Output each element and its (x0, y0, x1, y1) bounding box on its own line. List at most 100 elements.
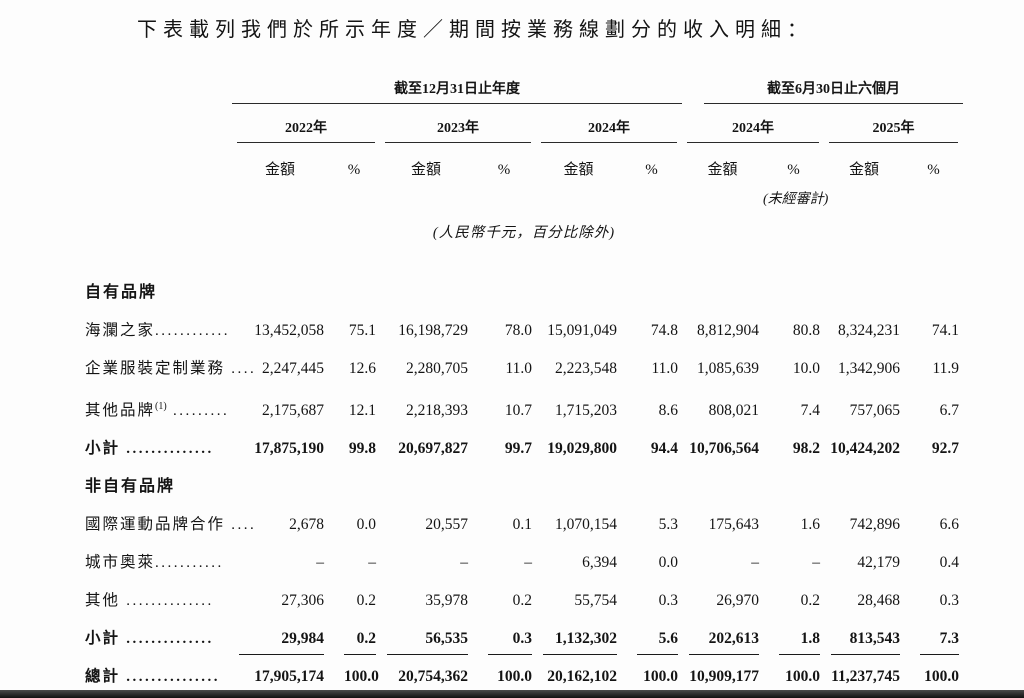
header-spacer (85, 78, 232, 104)
col-header-percent: % (927, 162, 940, 178)
cell-value: 55,754 (574, 592, 617, 610)
cell-value: 35,978 (425, 592, 468, 610)
cell-value: 7.3 (920, 629, 959, 656)
year-2024-interim: 2024年 (682, 104, 824, 143)
cell-value: 20,697,827 (398, 440, 468, 458)
cell-percent: 6.6 (904, 507, 963, 545)
page-title: 下表載列我們於所示年度／期間按業務線劃分的收入明細： (137, 19, 813, 41)
cell-percent: 12.1 (328, 389, 380, 431)
cell-percent: 10.7 (472, 389, 536, 431)
cell-amount: 27,306 (232, 583, 328, 621)
cell-percent: 11.0 (472, 351, 536, 389)
period-group-row: 截至12月31日止年度 截至6月30日止六個月 (85, 78, 963, 104)
cell-percent: 0.3 (904, 583, 963, 621)
cell-value: 0.3 (658, 592, 678, 610)
cell-amount: 813,543 (824, 621, 904, 656)
cell-value: 94.4 (650, 440, 678, 458)
cell-amount: 1,715,203 (536, 389, 621, 431)
cell-value: 813,543 (831, 629, 900, 656)
section-row: 非自有品牌 (85, 469, 963, 507)
cell-value: 78.0 (504, 322, 532, 339)
cell-percent: 8.6 (621, 389, 682, 431)
row-label: 城市奧萊........... (85, 545, 232, 583)
cell-value: 1,132,302 (543, 629, 617, 656)
dot-leader: ........... (155, 555, 224, 572)
cell-value: 6.6 (939, 516, 959, 534)
cell-amount: 1,342,906 (824, 351, 904, 389)
unit-note: (人民幣千元，百分比除外) (432, 225, 616, 241)
col-header-percent: % (497, 162, 511, 178)
cell-percent: 5.6 (621, 621, 682, 656)
cell-percent: 0.0 (328, 507, 380, 545)
cell-value: 11.0 (651, 360, 678, 377)
cell-amount: 6,394 (536, 545, 621, 583)
cell-amount: 757,065 (824, 389, 904, 431)
year-2024: 2024年 (536, 104, 682, 143)
year-2025-interim: 2025年 (824, 104, 963, 143)
cell-value: 29,984 (239, 629, 324, 656)
cell-percent: 11.0 (621, 351, 682, 389)
col-header-amount: 金額 (848, 162, 879, 178)
unit-note-row: (人民幣千元，百分比除外) (85, 208, 963, 242)
cell-amount: 55,754 (536, 583, 621, 621)
unaudited-note: (未經審計) (763, 192, 829, 207)
period-group-label: 截至6月30日止六個月 (704, 78, 963, 104)
period-group-annual: 截至12月31日止年度 (232, 78, 682, 104)
cell-amount: 808,021 (682, 389, 763, 431)
col-header-percent: % (787, 162, 800, 178)
col-header-percent: % (645, 162, 658, 178)
cell-amount: 1,085,639 (682, 351, 763, 389)
header-spacer (85, 104, 232, 143)
cell-value: 0.2 (356, 592, 376, 610)
dot-leader: .............. (120, 441, 214, 458)
cell-value: 99.8 (348, 440, 376, 458)
cell-value: 5.6 (637, 629, 678, 656)
cell-value: 0.4 (939, 554, 959, 572)
cell-percent: 0.2 (328, 621, 380, 656)
dot-leader: ......... (166, 403, 230, 420)
dot-leader: .... (225, 517, 257, 534)
cell-value: – (460, 554, 468, 572)
row-label-text: 小計 (85, 630, 121, 648)
cell-value: 8,812,904 (697, 322, 759, 339)
cell-value: 5.3 (658, 516, 678, 534)
bottom-cropped-strip (0, 690, 1024, 698)
cell-value: 99.7 (504, 440, 532, 458)
year-2023: 2023年 (380, 104, 536, 143)
cell-value: – (368, 554, 376, 572)
cell-value: – (751, 554, 759, 572)
row-label-text: 國際運動品牌合作 (85, 516, 226, 534)
cell-amount: 15,091,049 (536, 313, 621, 351)
revenue-breakdown-table: 截至12月31日止年度 截至6月30日止六個月 2022年 2023年 2024… (85, 78, 963, 696)
cell-amount: 28,468 (824, 583, 904, 621)
cell-amount: 20,697,827 (380, 431, 472, 469)
cell-value: 27,306 (281, 592, 324, 610)
row-label-text: 其他 (85, 592, 121, 610)
cell-value: 8.6 (658, 402, 678, 420)
dot-leader: ............... (120, 669, 221, 686)
cell-percent: – (763, 545, 824, 583)
cell-percent: 80.8 (763, 313, 824, 351)
subheader-row: 金額 % 金額 % 金額 % 金額 % 金額 % (85, 143, 963, 179)
col-header-amount: 金額 (264, 162, 295, 178)
year-2022: 2022年 (232, 104, 380, 143)
row-label-text: 總計 (85, 668, 121, 686)
document-page: 下表載列我們於所示年度／期間按業務線劃分的收入明細： 截至12月31日止年度 截… (0, 13, 1024, 696)
cell-amount: 1,070,154 (536, 507, 621, 545)
period-group-sixmonth: 截至6月30日止六個月 (682, 78, 963, 104)
row-label: 海瀾之家............ (85, 313, 232, 351)
cell-percent: 92.7 (904, 431, 963, 469)
cell-value: 11.0 (505, 360, 532, 377)
unaudited-row: (未經審計) (85, 179, 963, 208)
cell-value: 175,643 (708, 516, 759, 534)
cell-amount: 10,424,202 (824, 431, 904, 469)
cell-amount: 202,613 (682, 621, 763, 656)
col-header-amount: 金額 (707, 162, 738, 178)
cell-amount: 1,132,302 (536, 621, 621, 656)
table-body: 自有品牌 海瀾之家............ 13,452,058 75.1 16,198… (85, 275, 963, 696)
section-row: 自有品牌 (85, 275, 963, 313)
dot-leader: .... (225, 361, 257, 377)
cell-value: 19,029,800 (547, 440, 617, 458)
cell-value: 13,452,058 (254, 322, 324, 339)
cell-value: 75.1 (348, 322, 376, 339)
